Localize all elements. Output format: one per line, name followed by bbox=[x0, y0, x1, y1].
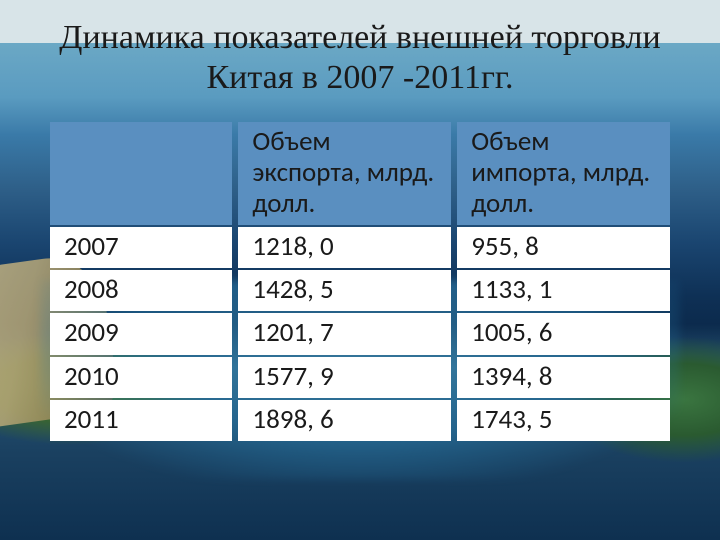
cell-import: 955, 8 bbox=[457, 227, 670, 268]
cell-export: 1577, 9 bbox=[238, 357, 451, 398]
slide-title: Динамика показателей внешней торговли Ки… bbox=[44, 18, 676, 98]
cell-export: 1201, 7 bbox=[238, 313, 451, 354]
cell-export: 1218, 0 bbox=[238, 227, 451, 268]
cell-import: 1743, 5 bbox=[457, 400, 670, 441]
cell-year: 2011 bbox=[50, 400, 232, 441]
cell-year: 2007 bbox=[50, 227, 232, 268]
cell-import: 1394, 8 bbox=[457, 357, 670, 398]
table-header-row: Объем экспорта, млрд. долл. Объем импорт… bbox=[50, 122, 670, 225]
header-export: Объем экспорта, млрд. долл. bbox=[238, 122, 451, 225]
table-row: 2011 1898, 6 1743, 5 bbox=[50, 400, 670, 441]
header-import: Объем импорта, млрд. долл. bbox=[457, 122, 670, 225]
cell-year: 2010 bbox=[50, 357, 232, 398]
table-row: 2009 1201, 7 1005, 6 bbox=[50, 313, 670, 354]
table-row: 2008 1428, 5 1133, 1 bbox=[50, 270, 670, 311]
slide-content: Динамика показателей внешней торговли Ки… bbox=[0, 0, 720, 540]
trade-table: Объем экспорта, млрд. долл. Объем импорт… bbox=[44, 120, 676, 442]
table-row: 2007 1218, 0 955, 8 bbox=[50, 227, 670, 268]
cell-export: 1898, 6 bbox=[238, 400, 451, 441]
table-body: 2007 1218, 0 955, 8 2008 1428, 5 1133, 1… bbox=[50, 227, 670, 440]
cell-export: 1428, 5 bbox=[238, 270, 451, 311]
table-row: 2010 1577, 9 1394, 8 bbox=[50, 357, 670, 398]
cell-import: 1005, 6 bbox=[457, 313, 670, 354]
cell-year: 2009 bbox=[50, 313, 232, 354]
header-blank bbox=[50, 122, 232, 225]
cell-import: 1133, 1 bbox=[457, 270, 670, 311]
cell-year: 2008 bbox=[50, 270, 232, 311]
